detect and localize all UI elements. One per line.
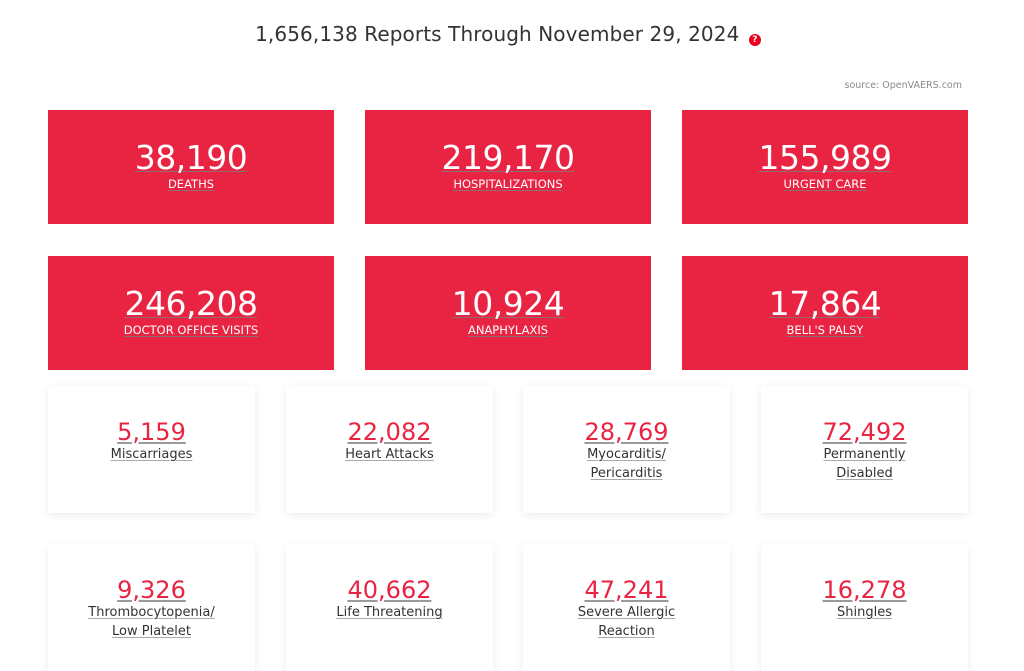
stat-value[interactable]: 10,924 — [451, 284, 565, 323]
stat-card-deaths[interactable]: 38,190 DEATHS — [48, 110, 334, 224]
stat-label[interactable]: Severe Allergic Reaction — [577, 605, 676, 639]
stat-value[interactable]: 17,864 — [768, 284, 882, 323]
stat-label[interactable]: Myocarditis/Pericarditis — [587, 447, 666, 481]
stat-value[interactable]: 40,662 — [347, 576, 432, 604]
stat-label[interactable]: Heart Attacks — [345, 447, 434, 462]
stat-label[interactable]: Miscarriages — [110, 447, 193, 462]
stat-label[interactable]: Thrombocytopenia/Low Platelet — [88, 605, 215, 639]
stat-card-myocarditis[interactable]: 28,769 Myocarditis/Pericarditis — [523, 386, 730, 513]
stat-label[interactable]: HOSPITALIZATIONS — [453, 177, 563, 191]
stat-value[interactable]: 38,190 — [134, 138, 248, 177]
source-attribution: source: OpenVAERS.com — [844, 80, 962, 91]
page-title: 1,656,138 Reports Through November 29, 2… — [0, 22, 1016, 46]
question-circle-icon[interactable]: ? — [748, 34, 761, 46]
stat-value[interactable]: 155,989 — [758, 138, 892, 177]
stat-label[interactable]: BELL'S PALSY — [786, 323, 864, 337]
reports-headline: 1,656,138 Reports Through November 29, 2… — [255, 22, 740, 46]
stat-card-severe-allergic-reaction[interactable]: 47,241 Severe Allergic Reaction — [523, 544, 730, 671]
stat-card-anaphylaxis[interactable]: 10,924 ANAPHYLAXIS — [365, 256, 651, 370]
stat-card-bells-palsy[interactable]: 17,864 BELL'S PALSY — [682, 256, 968, 370]
stat-value[interactable]: 22,082 — [347, 418, 432, 446]
stat-value[interactable]: 72,492 — [822, 418, 907, 446]
stat-card-doctor-office-visits[interactable]: 246,208 DOCTOR OFFICE VISITS — [48, 256, 334, 370]
stat-value[interactable]: 28,769 — [584, 418, 669, 446]
stat-value[interactable]: 9,326 — [117, 576, 186, 604]
stat-value[interactable]: 16,278 — [822, 576, 907, 604]
stat-card-hospitalizations[interactable]: 219,170 HOSPITALIZATIONS — [365, 110, 651, 224]
stat-label[interactable]: Permanently Disabled — [823, 447, 906, 481]
stat-card-permanently-disabled[interactable]: 72,492 Permanently Disabled — [761, 386, 968, 513]
stat-label[interactable]: Life Threatening — [336, 605, 443, 620]
stat-label[interactable]: URGENT CARE — [783, 177, 867, 191]
stat-card-shingles[interactable]: 16,278 Shingles — [761, 544, 968, 671]
stat-card-heart-attacks[interactable]: 22,082 Heart Attacks — [286, 386, 493, 513]
stat-card-miscarriages[interactable]: 5,159 Miscarriages — [48, 386, 255, 513]
stat-value[interactable]: 5,159 — [117, 418, 186, 446]
stat-card-thrombocytopenia[interactable]: 9,326 Thrombocytopenia/Low Platelet — [48, 544, 255, 671]
stat-label[interactable]: DEATHS — [167, 177, 215, 191]
stat-value[interactable]: 246,208 — [124, 284, 258, 323]
stat-label[interactable]: DOCTOR OFFICE VISITS — [123, 323, 259, 337]
stat-card-life-threatening[interactable]: 40,662 Life Threatening — [286, 544, 493, 671]
stat-value[interactable]: 219,170 — [441, 138, 575, 177]
stat-card-urgent-care[interactable]: 155,989 URGENT CARE — [682, 110, 968, 224]
stat-label[interactable]: Shingles — [837, 605, 892, 620]
stat-label[interactable]: ANAPHYLAXIS — [467, 323, 549, 337]
stat-value[interactable]: 47,241 — [584, 576, 669, 604]
